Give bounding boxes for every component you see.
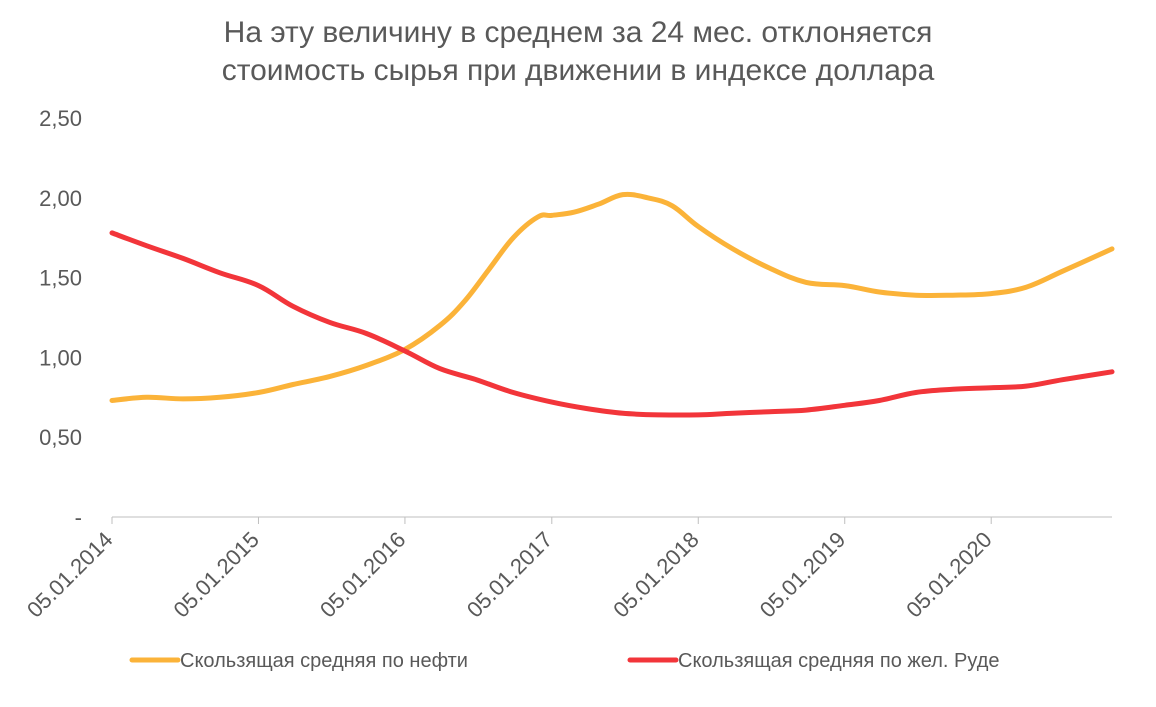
- chart-title: На эту величину в среднем за 24 мес. отк…: [0, 14, 1156, 90]
- y-tick-label: 2,50: [39, 106, 82, 131]
- y-tick-label: 1,00: [39, 345, 82, 370]
- x-tick-label: 05.01.2015: [168, 527, 264, 623]
- y-tick-label: 0,50: [39, 425, 82, 450]
- y-tick-label: 1,50: [39, 266, 82, 291]
- legend-label-2: Скользящая средняя по жел. Руде: [678, 650, 1000, 672]
- x-tick-label: 05.01.2017: [462, 527, 558, 623]
- series-line-1: [109, 191, 1115, 403]
- y-tick-label: -: [75, 505, 82, 530]
- x-tick-label: 05.01.2014: [22, 527, 118, 623]
- series-line-2: [109, 230, 1115, 418]
- chart-title-line-1: На эту величину в среднем за 24 мес. отк…: [223, 16, 933, 49]
- x-tick-label: 05.01.2018: [608, 527, 704, 623]
- legend-label-1: Скользящая средняя по нефти: [180, 650, 468, 672]
- chart-title-line-2: стоимость сырья при движении в индексе д…: [221, 54, 935, 87]
- x-tick-label: 05.01.2020: [901, 527, 997, 623]
- x-tick-label: 05.01.2019: [755, 527, 851, 623]
- x-tick-label: 05.01.2016: [315, 527, 411, 623]
- y-tick-label: 2,00: [39, 186, 82, 211]
